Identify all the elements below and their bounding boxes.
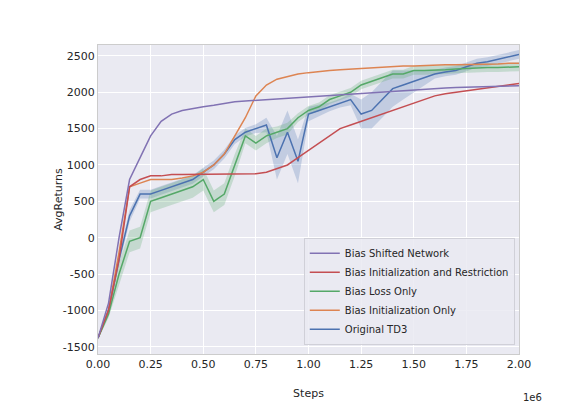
svg-text:Bias Loss Only: Bias Loss Only (345, 286, 417, 297)
svg-text:AvgReturns: AvgReturns (52, 168, 65, 231)
svg-text:2.00: 2.00 (507, 358, 532, 371)
svg-text:1e6: 1e6 (523, 392, 542, 403)
svg-text:0: 0 (88, 232, 95, 245)
svg-text:Bias Shifted Network: Bias Shifted Network (345, 248, 450, 259)
svg-text:Bias Initialization Only: Bias Initialization Only (345, 305, 456, 316)
svg-text:-1000: -1000 (63, 304, 95, 317)
svg-text:-500: -500 (70, 268, 95, 281)
svg-text:1.25: 1.25 (349, 358, 374, 371)
svg-text:-1500: -1500 (63, 341, 95, 354)
svg-text:0.50: 0.50 (191, 358, 216, 371)
svg-text:1.50: 1.50 (402, 358, 427, 371)
svg-text:Bias Initialization and Restri: Bias Initialization and Restriction (345, 267, 509, 278)
svg-text:2000: 2000 (67, 86, 95, 99)
svg-text:Original TD3: Original TD3 (345, 324, 407, 335)
svg-text:Steps: Steps (293, 387, 324, 400)
svg-text:0.25: 0.25 (138, 358, 163, 371)
svg-text:2500: 2500 (67, 50, 95, 63)
svg-text:0.75: 0.75 (244, 358, 269, 371)
svg-text:1.00: 1.00 (296, 358, 321, 371)
svg-text:0.00: 0.00 (86, 358, 111, 371)
svg-text:1.75: 1.75 (454, 358, 479, 371)
svg-text:1000: 1000 (67, 159, 95, 172)
svg-text:1500: 1500 (67, 122, 95, 135)
svg-text:500: 500 (74, 195, 95, 208)
